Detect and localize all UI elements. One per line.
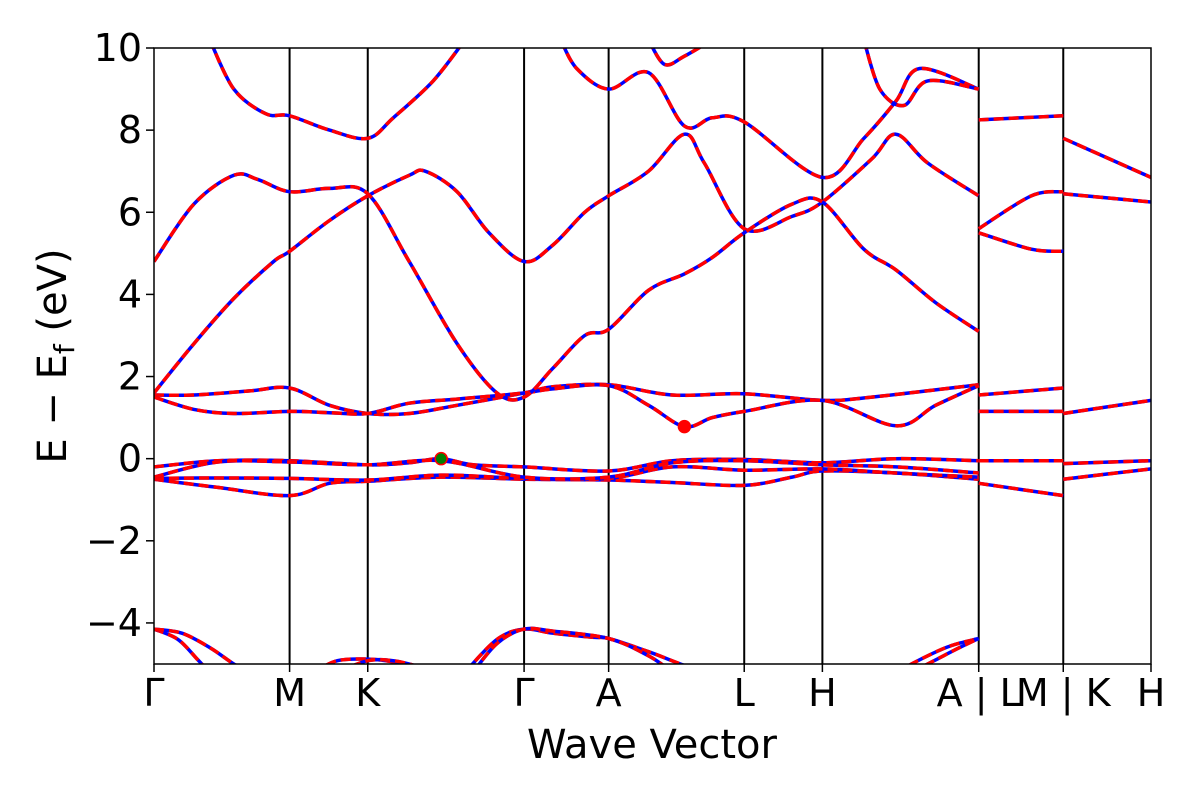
band-spin-up-8 [154, 469, 979, 498]
band-spin-up-27 [562, 48, 980, 180]
extrema-markers [434, 419, 692, 466]
band-spin-up-24 [978, 231, 1064, 254]
band-spin-up-22 [154, 172, 980, 402]
band-spin-down-25 [1063, 192, 1151, 204]
band-spin-up-0 [154, 627, 205, 664]
band-spin-down-11 [154, 458, 979, 481]
x-axis-label: Wave Vector [527, 722, 778, 768]
band-spin-down-29 [792, 28, 822, 40]
band-spin-down-22 [154, 172, 980, 402]
x-tick-label-5: L [734, 671, 755, 715]
x-tick-label-6: H [808, 671, 837, 715]
x-tick-label-2: K [355, 671, 381, 715]
band-spin-down-14 [1063, 458, 1151, 466]
band-spin-down-28 [650, 48, 703, 67]
band-spin-down-9 [154, 464, 979, 482]
y-axis: −4 −2 0 2 4 6 8 10 [86, 26, 154, 645]
y-axis-label-subscript: f [48, 343, 81, 354]
bands-layer [154, 28, 1151, 664]
band-spin-down-30 [864, 48, 980, 108]
y-tick-label-5: 6 [118, 190, 142, 234]
band-spin-down-7 [923, 636, 980, 664]
plot-frame [153, 47, 1152, 665]
x-tick-label-9: H [1137, 671, 1166, 715]
x-tick-label-8: M | K [1016, 671, 1112, 716]
y-tick-label-7: 10 [94, 26, 142, 70]
x-tick-label-0: Γ [143, 671, 164, 715]
band-spin-up-23 [977, 189, 1064, 231]
band-spin-down-27 [562, 48, 980, 180]
y-axis-label-unit: (eV) [30, 248, 76, 344]
band-spin-up-25 [1063, 192, 1151, 204]
band-spin-up-30 [864, 48, 980, 108]
marker-vbm [434, 451, 448, 466]
y-axis-label-main: E − E [30, 354, 76, 464]
x-axis: Γ M K Γ A L H A | LM | K H [143, 664, 1165, 716]
band-spin-down-26 [211, 48, 462, 141]
band-spin-down-23 [977, 189, 1064, 231]
y-axis-label: E − Ef (eV) [30, 248, 81, 463]
x-tick-label-1: M [273, 671, 306, 715]
band-spin-up-15 [1063, 467, 1151, 481]
x-tick-label-4: A [596, 671, 622, 715]
band-spin-down-31 [978, 114, 1064, 122]
marker-cbm [677, 419, 692, 434]
x-tick-label-7: A | L [937, 671, 1021, 716]
band-spin-down-3 [352, 657, 416, 664]
y-tick-label-6: 8 [118, 108, 142, 152]
band-spin-down-1 [154, 627, 238, 664]
band-spin-up-31 [978, 114, 1064, 122]
band-spin-down-2 [324, 657, 410, 664]
band-spin-down-17 [154, 383, 980, 429]
y-tick-label-2: 0 [118, 437, 142, 481]
band-spin-down-20 [1063, 398, 1151, 416]
y-tick-label-1: −2 [86, 519, 142, 563]
band-spin-down-6 [907, 636, 980, 664]
band-spin-down-24 [978, 231, 1064, 254]
band-spin-up-28 [650, 48, 703, 67]
band-spin-down-15 [1063, 467, 1151, 481]
x-tick-label-3: Γ [514, 671, 535, 715]
band-spin-up-29 [792, 28, 822, 40]
band-spin-down-32 [1062, 136, 1151, 179]
band-spin-up-18 [978, 386, 1064, 397]
band-spin-down-5 [477, 626, 665, 664]
band-spin-up-17 [154, 383, 980, 429]
band-spin-up-14 [1063, 458, 1151, 466]
y-tick-label-4: 4 [118, 272, 142, 316]
band-spin-up-13 [978, 481, 1064, 498]
band-spin-down-8 [154, 469, 979, 498]
kpoint-vertical-lines [288, 48, 1065, 664]
y-tick-label-3: 2 [118, 355, 142, 399]
band-spin-down-13 [978, 481, 1064, 498]
band-spin-down-18 [978, 386, 1064, 397]
band-spin-down-0 [154, 627, 205, 664]
y-tick-label-0: −4 [86, 601, 142, 645]
